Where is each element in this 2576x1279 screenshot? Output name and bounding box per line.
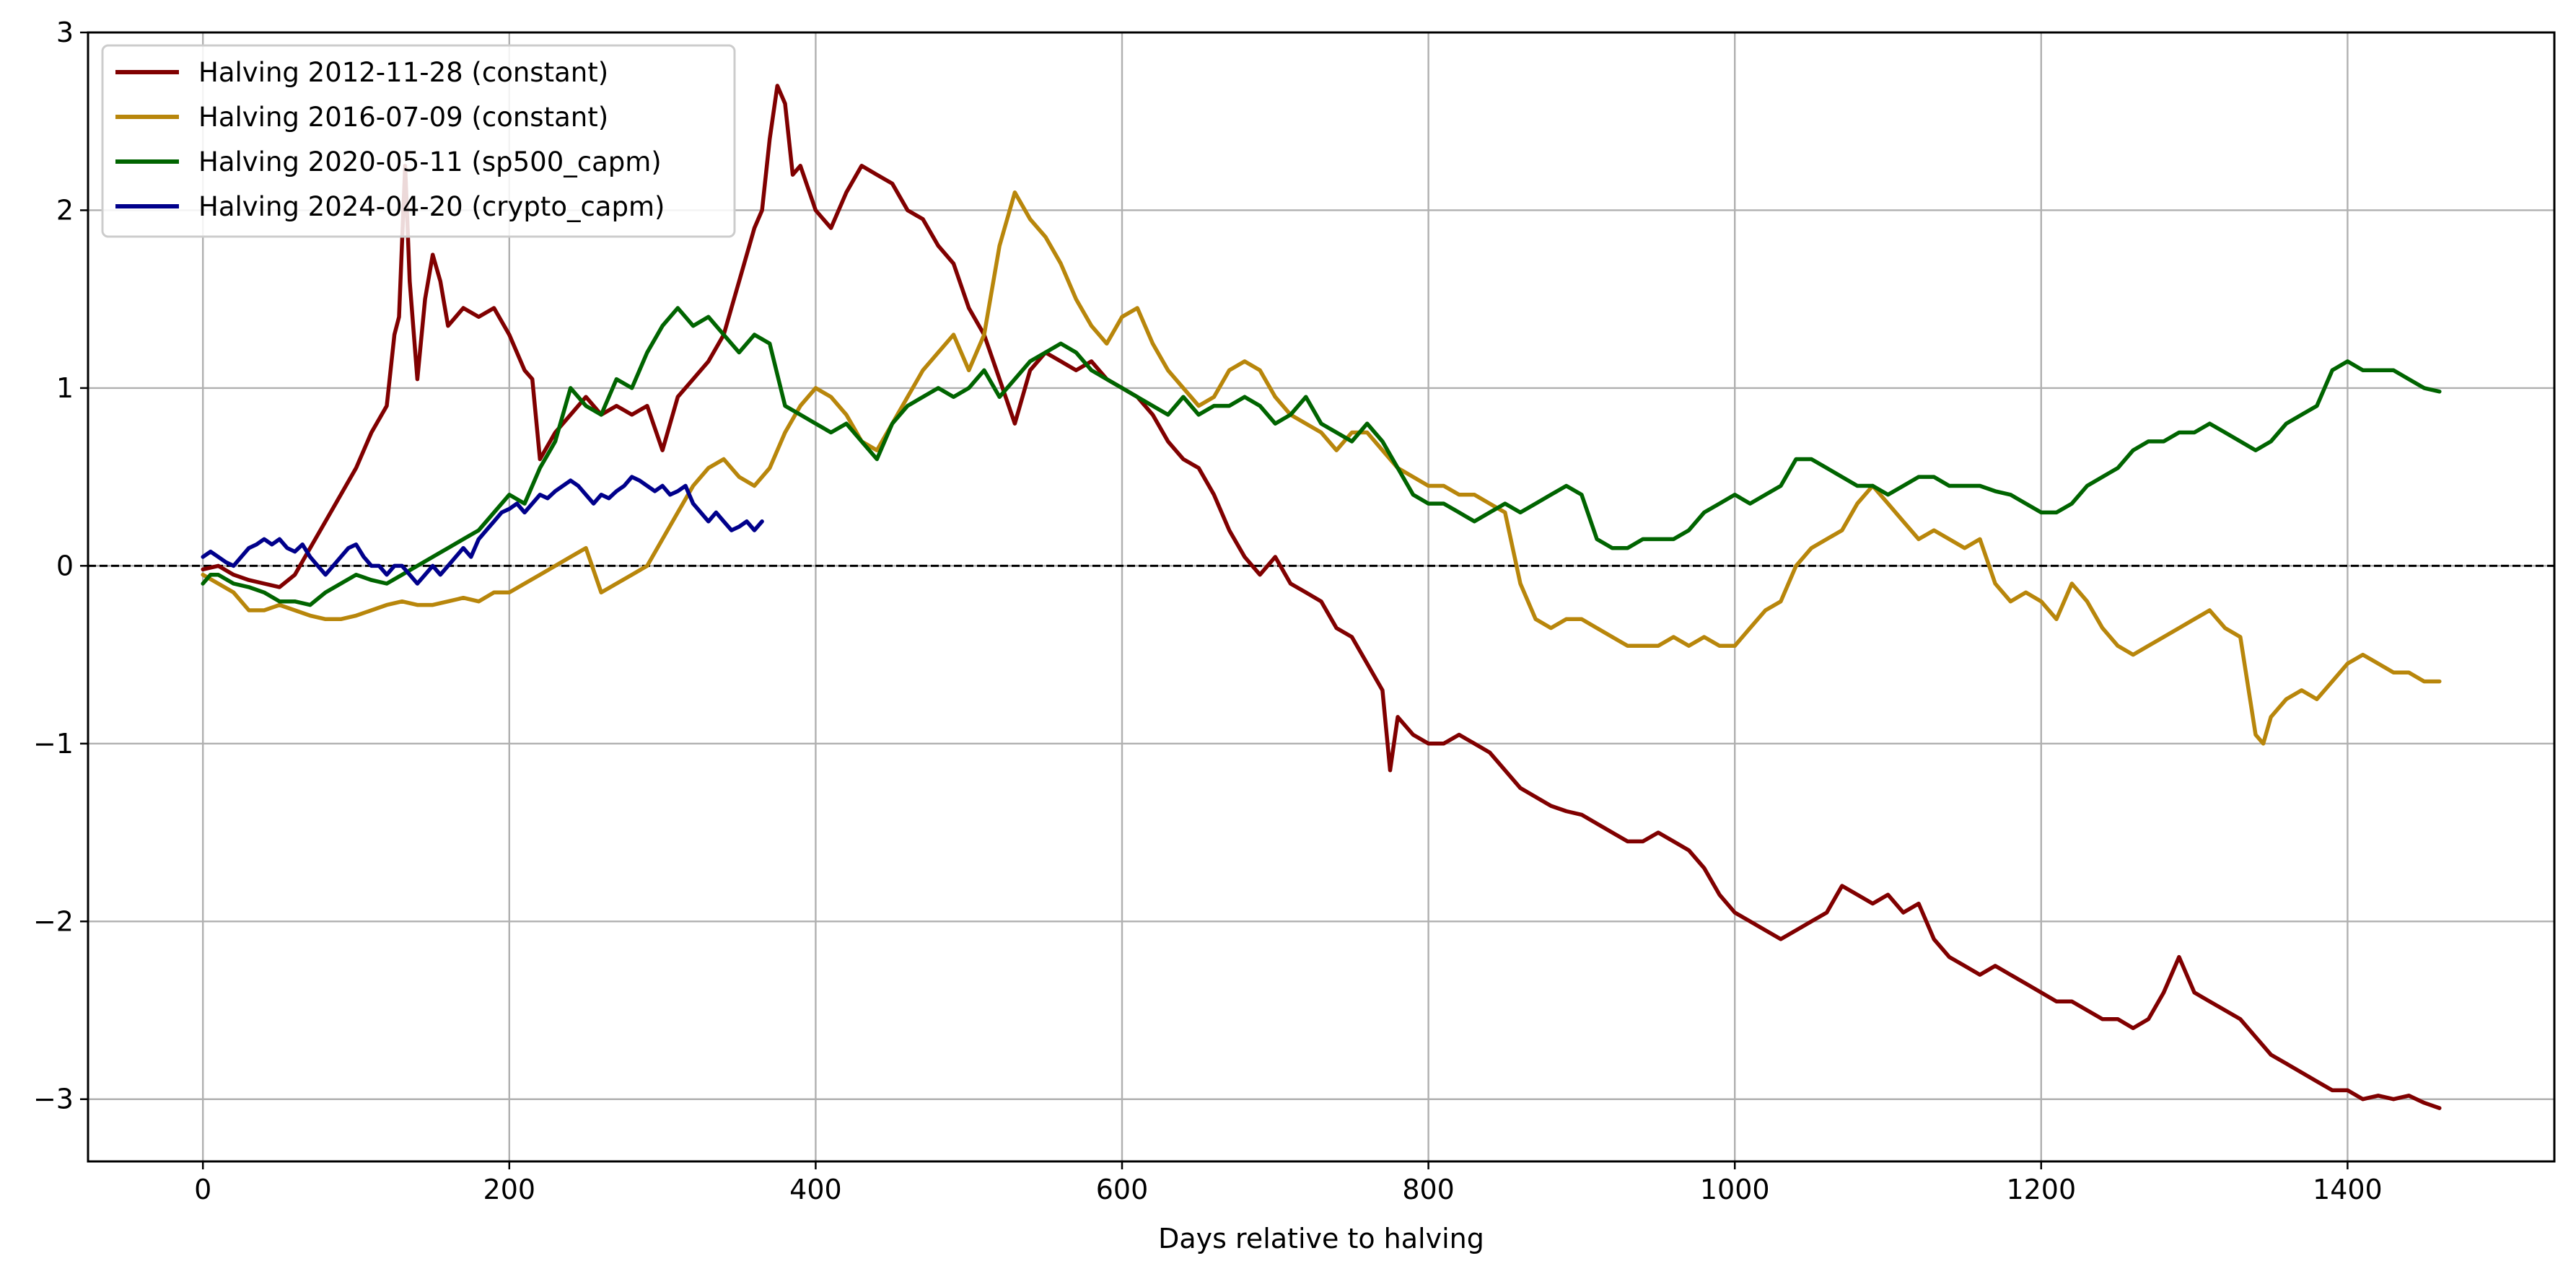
y-tick-label: −1 <box>33 728 74 760</box>
x-axis-label: Days relative to halving <box>1158 1223 1484 1254</box>
x-tick-label: 400 <box>789 1174 842 1205</box>
series-lines <box>201 84 2442 1110</box>
y-tick-label: 0 <box>56 550 74 581</box>
y-tick-label: −3 <box>33 1084 74 1115</box>
legend-label: Halving 2016-07-09 (constant) <box>198 102 608 133</box>
x-tick-label: 200 <box>483 1174 536 1205</box>
y-tick-label: 1 <box>56 372 74 404</box>
x-tick-label: 800 <box>1402 1174 1455 1205</box>
series-line-2 <box>201 190 2442 746</box>
axes-frame <box>87 31 2556 1163</box>
y-axis-ticks: 3 2 1 0 −1 −2 −3 <box>33 17 88 1115</box>
x-tick-label: 1200 <box>2006 1174 2076 1205</box>
y-tick-label: −2 <box>33 905 74 937</box>
x-tick-label: 1000 <box>1700 1174 1770 1205</box>
legend-label: Halving 2020-05-11 (sp500_capm) <box>198 146 662 177</box>
x-tick-label: 600 <box>1096 1174 1149 1205</box>
series-line-4 <box>201 475 764 586</box>
y-tick-label: 3 <box>56 17 74 48</box>
legend-box <box>101 44 736 238</box>
legend: Halving 2012-11-28 (constant) Halving 201… <box>101 44 736 238</box>
series-line-1 <box>201 84 2442 1110</box>
legend-label: Halving 2012-11-28 (constant) <box>198 57 608 88</box>
series-line-3 <box>201 306 2442 607</box>
x-tick-label: 1400 <box>2313 1174 2383 1205</box>
x-tick-label: 0 <box>194 1174 211 1205</box>
x-axis-ticks: 0 200 400 600 800 1000 1200 1400 <box>194 1161 2383 1205</box>
y-tick-label: 2 <box>56 194 74 226</box>
legend-label: Halving 2024-04-20 (crypto_capm) <box>198 191 665 222</box>
